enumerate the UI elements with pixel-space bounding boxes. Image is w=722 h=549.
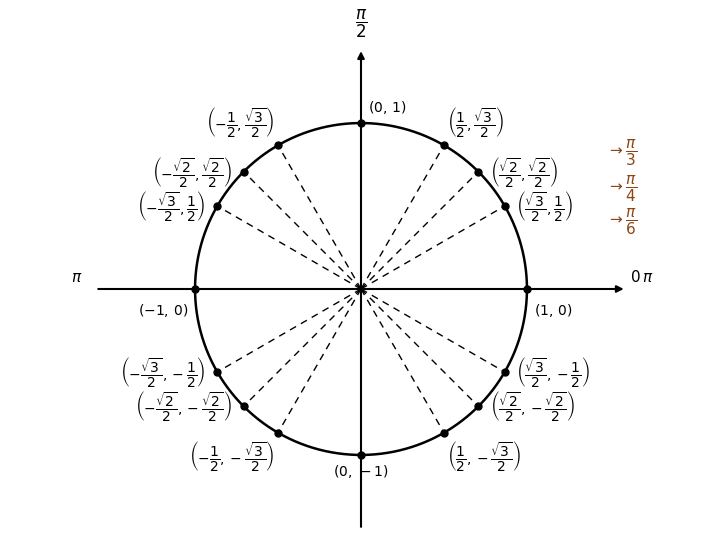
Text: $0\,\pi$: $0\,\pi$ (630, 270, 653, 285)
Text: $\left(\dfrac{\sqrt{3}}{2},\dfrac{1}{2}\right)$: $\left(\dfrac{\sqrt{3}}{2},\dfrac{1}{2}\… (516, 189, 573, 223)
Text: $\rightarrow\dfrac{\pi}{4}$: $\rightarrow\dfrac{\pi}{4}$ (606, 175, 637, 204)
Text: $\left(-\dfrac{1}{2},-\dfrac{\sqrt{3}}{2}\right)$: $\left(-\dfrac{1}{2},-\dfrac{\sqrt{3}}{2… (189, 439, 274, 473)
Text: $(1,\,0)$: $(1,\,0)$ (534, 302, 573, 320)
Text: $\left(\dfrac{1}{2},\dfrac{\sqrt{3}}{2}\right)$: $\left(\dfrac{1}{2},\dfrac{\sqrt{3}}{2}\… (448, 105, 504, 139)
Text: $\left(-\dfrac{\sqrt{2}}{2},-\dfrac{\sqrt{2}}{2}\right)$: $\left(-\dfrac{\sqrt{2}}{2},-\dfrac{\sqr… (135, 389, 232, 423)
Text: $\rightarrow\dfrac{\pi}{3}$: $\rightarrow\dfrac{\pi}{3}$ (606, 138, 637, 168)
Text: $\left(\dfrac{1}{2},-\dfrac{\sqrt{3}}{2}\right)$: $\left(\dfrac{1}{2},-\dfrac{\sqrt{3}}{2}… (448, 439, 521, 473)
Text: $\dfrac{\pi}{2}$: $\dfrac{\pi}{2}$ (355, 8, 367, 40)
Text: $\left(-\dfrac{\sqrt{3}}{2},-\dfrac{1}{2}\right)$: $\left(-\dfrac{\sqrt{3}}{2},-\dfrac{1}{2… (120, 355, 206, 389)
Text: $\left(-\dfrac{\sqrt{2}}{2},\dfrac{\sqrt{2}}{2}\right)$: $\left(-\dfrac{\sqrt{2}}{2},\dfrac{\sqrt… (152, 155, 232, 189)
Text: $(-1,\,0)$: $(-1,\,0)$ (138, 302, 188, 320)
Text: $\left(\dfrac{\sqrt{2}}{2},\dfrac{\sqrt{2}}{2}\right)$: $\left(\dfrac{\sqrt{2}}{2},\dfrac{\sqrt{… (490, 155, 558, 189)
Text: $(0,\,-1)$: $(0,\,-1)$ (333, 463, 389, 480)
Text: $\left(\dfrac{\sqrt{3}}{2},-\dfrac{1}{2}\right)$: $\left(\dfrac{\sqrt{3}}{2},-\dfrac{1}{2}… (516, 355, 591, 389)
Text: $\left(\dfrac{\sqrt{2}}{2},-\dfrac{\sqrt{2}}{2}\right)$: $\left(\dfrac{\sqrt{2}}{2},-\dfrac{\sqrt… (490, 389, 575, 423)
Text: $\rightarrow\dfrac{\pi}{6}$: $\rightarrow\dfrac{\pi}{6}$ (606, 208, 637, 238)
Text: $\left(-\dfrac{\sqrt{3}}{2},\dfrac{1}{2}\right)$: $\left(-\dfrac{\sqrt{3}}{2},\dfrac{1}{2}… (137, 189, 206, 223)
Text: $\left(-\dfrac{1}{2},\dfrac{\sqrt{3}}{2}\right)$: $\left(-\dfrac{1}{2},\dfrac{\sqrt{3}}{2}… (206, 105, 274, 139)
Text: $(0,\,1)$: $(0,\,1)$ (367, 99, 406, 116)
Text: $\pi$: $\pi$ (71, 270, 82, 285)
